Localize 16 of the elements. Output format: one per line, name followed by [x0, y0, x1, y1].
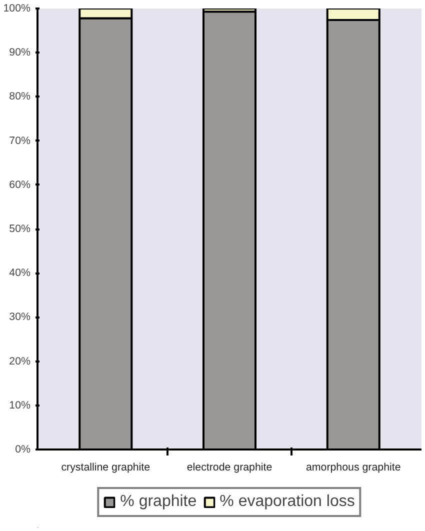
x-tick-label: crystalline graphite — [61, 462, 150, 474]
y-tick-label: 40% — [9, 267, 32, 280]
y-tick-label: 50% — [9, 223, 32, 235]
y-tick-label: 90% — [9, 46, 32, 59]
legend-label: % graphite — [120, 493, 197, 511]
y-tick-label: 60% — [9, 178, 32, 191]
y-tick-label: 20% — [9, 355, 32, 368]
x-tick-label: amorphous graphite — [306, 462, 401, 474]
y-tick-label: 0% — [15, 444, 32, 456]
y-tick-label: 70% — [9, 134, 32, 147]
y-tick-label: 80% — [9, 90, 32, 103]
x-tick-label: electrode graphite — [186, 462, 272, 474]
y-tick-label: 30% — [9, 311, 32, 324]
legend-label: % evaporation loss — [220, 493, 355, 511]
y-tick-label: 10% — [9, 399, 32, 412]
y-tick-label: 100% — [3, 2, 32, 14]
